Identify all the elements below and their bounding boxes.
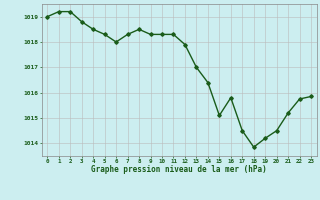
X-axis label: Graphe pression niveau de la mer (hPa): Graphe pression niveau de la mer (hPa): [91, 165, 267, 174]
